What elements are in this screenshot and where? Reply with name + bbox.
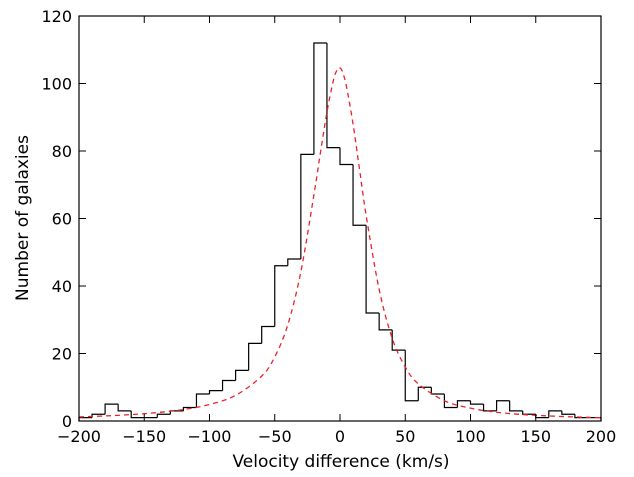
histogram-bin	[248, 342, 262, 371]
histogram-bin	[195, 393, 210, 408]
x-tick-label: −200	[57, 427, 101, 446]
histogram-bin	[274, 265, 288, 327]
histogram-bin	[417, 386, 432, 401]
x-tick-label: 100	[455, 427, 486, 446]
x-tick-label: 200	[586, 427, 617, 446]
histogram-bin	[509, 400, 523, 412]
histogram-bin	[313, 42, 327, 155]
histogram-bin	[326, 43, 340, 149]
fit-curve	[78, 67, 602, 419]
histogram-bin	[391, 329, 406, 351]
y-tick-label: 120	[41, 7, 72, 26]
histogram-bin	[561, 410, 575, 415]
histogram-bin	[365, 225, 380, 314]
x-axis-label: Velocity difference (km/s)	[232, 452, 449, 472]
histogram-bin	[261, 325, 275, 344]
histogram-bin	[574, 414, 588, 419]
histogram-bin	[352, 164, 367, 226]
histogram-bin	[522, 410, 536, 415]
histogram-bin	[117, 404, 132, 412]
histogram-bin	[339, 147, 354, 166]
y-tick-label: 40	[52, 277, 72, 296]
y-tick-label: 80	[52, 142, 72, 161]
x-tick-label: −50	[258, 427, 292, 446]
x-tick-label: −100	[188, 427, 232, 446]
histogram-bin	[443, 394, 458, 409]
x-tick-label: 150	[520, 427, 551, 446]
histogram-bin	[208, 390, 223, 394]
histogram-bin	[469, 400, 484, 405]
histogram-bin	[156, 413, 171, 418]
histogram-bin	[430, 387, 445, 395]
histogram-bin	[482, 404, 497, 412]
histogram-bin	[235, 369, 249, 381]
histogram-bin	[104, 403, 119, 415]
x-tick-label: −150	[122, 427, 166, 446]
y-tick-label: 60	[52, 210, 72, 229]
plot-frame	[78, 15, 602, 422]
histogram-bin	[221, 379, 236, 391]
histogram-bin	[378, 313, 393, 331]
x-tick-label: 0	[335, 427, 345, 446]
histogram-bin	[456, 400, 471, 408]
histogram-bin	[404, 350, 419, 402]
y-tick-label: 0	[62, 412, 72, 431]
y-tick-label: 20	[52, 345, 72, 364]
histogram-bin	[287, 258, 301, 266]
histogram-bin	[182, 406, 197, 411]
x-tick-label: 50	[395, 427, 415, 446]
histogram-bin	[548, 410, 562, 418]
histogram-bin	[496, 400, 510, 411]
y-tick-label: 100	[41, 75, 72, 94]
histogram-bin	[300, 153, 314, 259]
histogram-bin	[130, 410, 145, 419]
y-axis-label: Number of galaxies	[13, 135, 33, 301]
